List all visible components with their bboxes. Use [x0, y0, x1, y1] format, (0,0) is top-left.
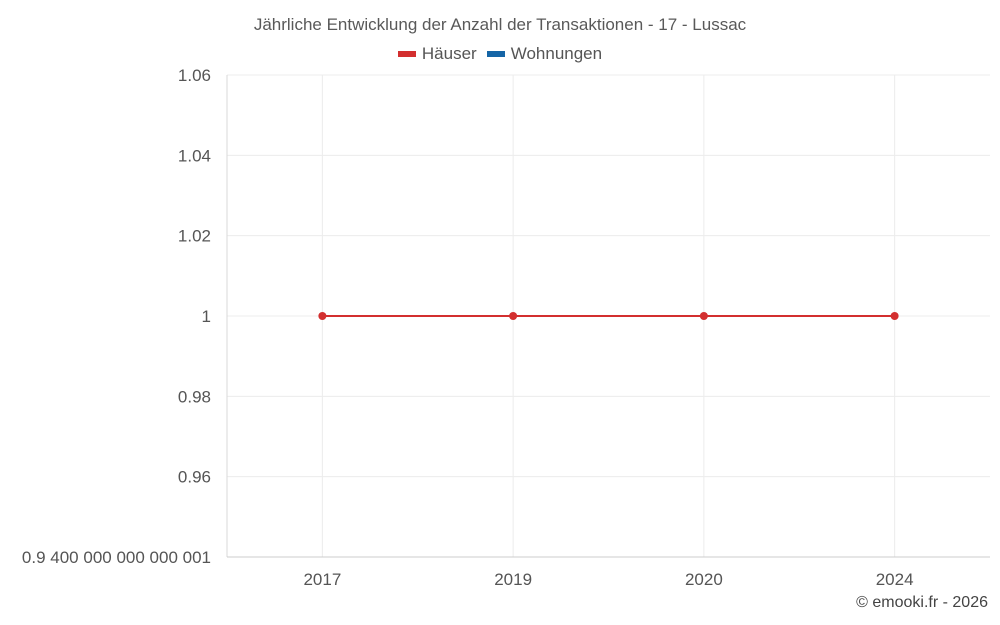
credit-text: © emooki.fr - 2026 [856, 594, 988, 611]
legend-item-wohnungen[interactable]: Wohnungen [486, 44, 603, 64]
legend-label-haeuser: Häuser [421, 44, 477, 63]
x-tick-label: 2020 [685, 570, 723, 589]
legend-item-haeuser[interactable]: Häuser [397, 44, 477, 64]
x-tick-label: 2017 [303, 570, 341, 589]
y-tick-label: 1 [202, 307, 211, 326]
y-tick-label: 1.04 [178, 146, 211, 165]
legend-swatch-haeuser [397, 51, 416, 57]
data-point [509, 312, 518, 320]
chart-title: Jährliche Entwicklung der Anzahl der Tra… [253, 15, 747, 34]
y-tick-label: 1.02 [178, 227, 211, 246]
data-point [890, 312, 899, 320]
y-tick-label: 1.06 [178, 66, 211, 85]
y-tick-label: 0.96 [178, 468, 211, 487]
data-point [318, 312, 327, 320]
data-point [699, 312, 708, 320]
y-tick-label: 0.98 [178, 387, 211, 406]
x-tick-label: 2024 [876, 570, 914, 589]
legend-swatch-wohnungen [486, 51, 505, 57]
x-tick-label: 2019 [494, 570, 532, 589]
legend: Häuser Wohnungen [0, 44, 1000, 64]
y-tick-label: 0.9 400 000 000 000 001 [22, 548, 211, 567]
legend-label-wohnungen: Wohnungen [510, 44, 603, 63]
